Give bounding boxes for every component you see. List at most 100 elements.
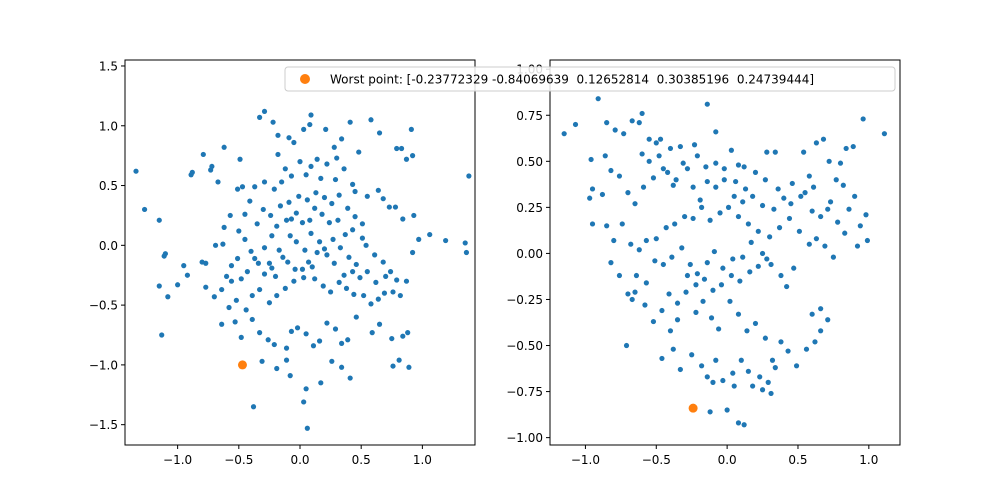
data-point [825,206,831,212]
data-point [796,228,802,234]
data-point [223,273,230,280]
data-point [813,140,820,146]
data-point [405,330,411,336]
data-point [184,272,191,278]
data-point [390,289,396,295]
data-point [326,220,332,226]
data-point [711,248,717,255]
data-point [443,237,449,244]
data-point [389,335,395,342]
y-tick-label: 0.00 [516,247,543,261]
data-point [352,214,358,220]
legend-box [284,66,896,92]
data-point [881,131,888,137]
x-tick-label: −0.5 [224,453,253,467]
legend-worst-point-marker [300,74,310,84]
data-point [318,175,324,181]
data-point [652,258,658,264]
data-point [825,317,831,323]
data-point [361,292,367,299]
y-tick-label: −1.00 [506,431,543,445]
data-point [653,236,659,242]
data-point [274,223,280,229]
data-point [809,208,815,214]
data-point [708,315,715,321]
data-point [330,236,336,242]
data-point [704,374,710,380]
worst-point [237,360,247,370]
data-point [238,276,244,282]
data-point [643,280,649,286]
data-point [334,155,340,161]
x-tick-label: −1.0 [571,453,600,467]
data-point [310,343,317,349]
data-point [252,255,258,262]
data-point [219,286,225,293]
data-point [301,126,307,132]
data-point [203,260,209,266]
data-point [252,184,258,190]
x-tick-label: −1.0 [163,453,192,467]
data-point [710,379,716,385]
data-point [713,357,719,363]
data-point [762,177,768,183]
data-point [353,261,359,268]
data-point [234,186,241,192]
legend: Worst point: [-0.23772329 -0.84069639 0.… [284,66,896,92]
data-point [356,149,362,155]
data-point [161,253,167,259]
data-point [860,116,866,122]
data-point [639,151,645,157]
data-point [324,252,330,258]
data-point [759,202,766,209]
data-point [670,182,676,188]
data-point [694,153,700,159]
data-point [612,127,618,133]
data-point [203,284,209,290]
data-point [628,241,634,247]
data-point [757,374,763,380]
data-point [629,296,635,303]
data-point [350,227,356,233]
data-point [307,217,313,223]
data-point [293,239,299,245]
data-point [416,236,422,242]
data-point [346,254,352,260]
data-point [277,203,284,209]
data-point [249,316,255,323]
data-point [632,289,638,295]
data-point [212,242,219,248]
data-point [343,285,350,291]
data-point [827,199,834,205]
data-point [215,179,221,185]
data-point [833,177,839,183]
data-point [211,294,217,300]
data-point [762,335,768,341]
data-point [710,287,716,293]
data-point [376,321,383,327]
data-point [283,345,290,351]
data-point [411,212,417,219]
data-point [650,175,657,181]
data-point [466,173,472,179]
data-point [321,194,328,201]
data-point [243,307,249,313]
data-point [159,332,165,338]
data-point [342,231,348,238]
data-point [265,337,271,343]
data-point [400,333,406,339]
data-point [282,166,288,172]
data-point [727,298,733,304]
data-point [857,223,863,229]
data-point [759,250,766,257]
data-point [803,346,810,352]
data-point [759,387,766,393]
data-point [296,193,302,199]
data-point [239,184,246,190]
data-point [669,254,675,260]
data-point [271,341,277,348]
data-point [280,254,286,260]
data-point [616,173,623,179]
data-point [200,151,206,158]
data-point [616,272,623,279]
